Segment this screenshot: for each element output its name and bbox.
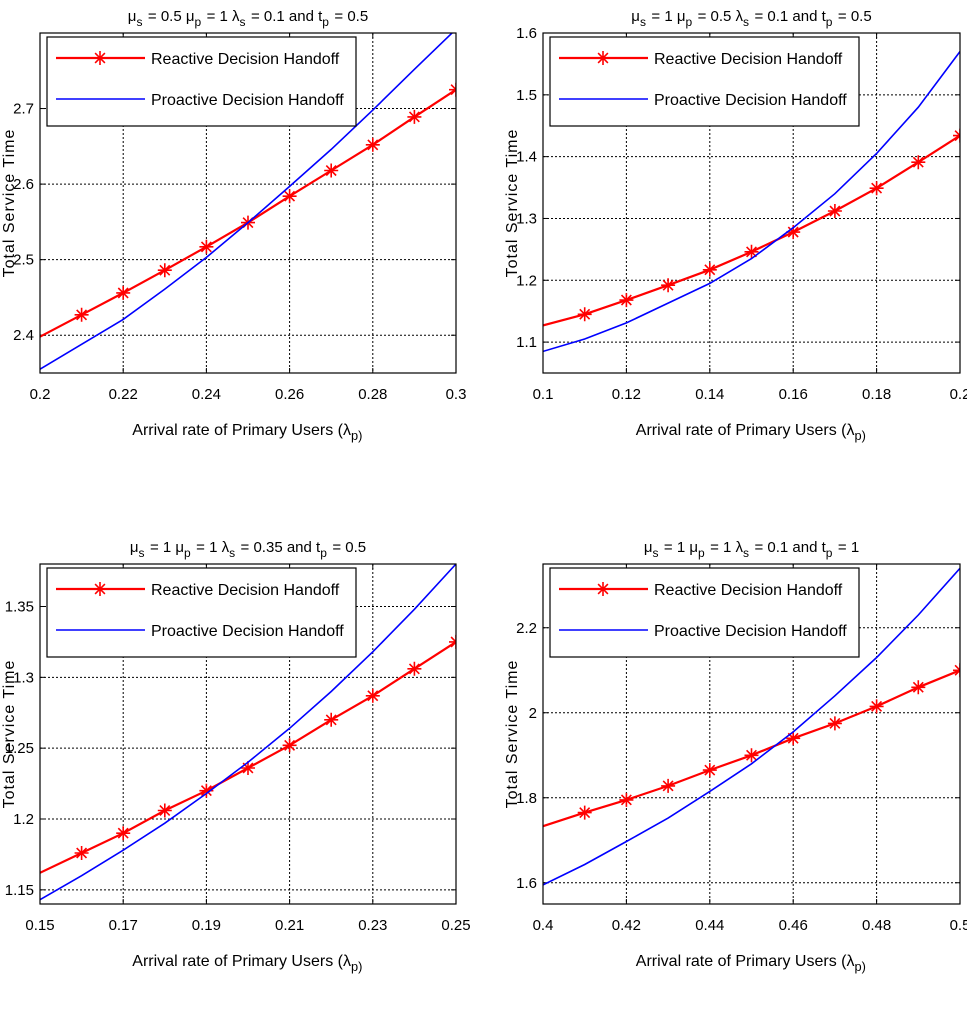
y-tick-label: 1.6 — [516, 25, 537, 42]
x-tick-label: 0.18 — [862, 386, 891, 403]
legend-label: Proactive Decision Handoff — [654, 92, 847, 109]
x-tick-label: 0.42 — [612, 917, 641, 934]
x-axis-label: Arrival rate of Primary Users (λp) — [636, 953, 867, 974]
legend-label: Proactive Decision Handoff — [151, 92, 344, 109]
reactive-marker — [199, 240, 213, 254]
x-tick-label: 0.14 — [695, 386, 724, 403]
legend-reactive-marker — [596, 51, 610, 65]
reactive-marker — [324, 164, 338, 178]
x-tick-label: 0.28 — [358, 386, 387, 403]
x-tick-label: 0.12 — [612, 386, 641, 403]
legend: Reactive Decision Handoff Proactive Decis… — [550, 568, 859, 657]
legend: Reactive Decision Handoff Proactive Decis… — [47, 568, 356, 657]
y-tick-label: 1.15 — [5, 882, 34, 899]
y-tick-label: 1.6 — [516, 875, 537, 892]
y-axis-label: Total Service Time — [504, 129, 521, 278]
y-tick-label: 1.1 — [516, 334, 537, 351]
y-tick-label: 2.7 — [13, 101, 34, 118]
legend-label: Proactive Decision Handoff — [654, 623, 847, 640]
x-tick-label: 0.23 — [358, 917, 387, 934]
reactive-marker — [158, 804, 172, 818]
x-tick-label: 0.16 — [779, 386, 808, 403]
y-axis-label: Total Service Time — [1, 129, 18, 278]
y-axis-label: Total Service Time — [1, 660, 18, 809]
x-axis-label: Arrival rate of Primary Users (λp) — [132, 953, 363, 974]
chart-title: μs = 1 μp = 1 λs = 0.35 and tp = 0.5 — [130, 539, 366, 560]
x-axis-label: Arrival rate of Primary Users (λp) — [132, 422, 363, 443]
reactive-marker — [158, 263, 172, 277]
legend-reactive-marker — [596, 582, 610, 596]
subplot-1: 0.2 0.22 0.24 0.26 0.28 0.3 2.4 2.5 2.6 2.7 Reacti… — [1, 8, 466, 443]
y-tick-label: 2.2 — [516, 620, 537, 637]
reactive-marker — [407, 110, 421, 124]
y-tick-label: 2 — [529, 705, 537, 722]
reactive-marker — [75, 308, 89, 322]
legend-reactive-marker — [93, 51, 107, 65]
legend-reactive-marker — [93, 582, 107, 596]
legend: Reactive Decision Handoff Proactive Decis… — [550, 37, 859, 126]
x-tick-label: 0.17 — [109, 917, 138, 934]
chart-title: μs = 0.5 μp = 1 λs = 0.1 and tp = 0.5 — [128, 8, 368, 29]
subplot-3: 0.15 0.17 0.19 0.21 0.23 0.25 1.15 1.2 1.25 1.3 1.… — [1, 539, 471, 974]
reactive-marker — [75, 846, 89, 860]
legend-label: Proactive Decision Handoff — [151, 623, 344, 640]
subplot-2: 0.1 0.12 0.14 0.16 0.18 0.2 1.1 1.2 1.3 1.4 1.5 1.6… — [504, 8, 967, 443]
reactive-marker — [745, 245, 759, 259]
y-tick-label: 1.2 — [13, 811, 34, 828]
legend-label: Reactive Decision Handoff — [654, 582, 843, 599]
y-tick-label: 1.5 — [516, 87, 537, 104]
x-tick-label: 0.24 — [192, 386, 221, 403]
x-tick-label: 0.5 — [950, 917, 967, 934]
subplot-4: 0.4 0.42 0.44 0.46 0.48 0.5 1.6 1.8 2 2.2 Reactive… — [504, 539, 967, 974]
x-tick-label: 0.2 — [30, 386, 51, 403]
x-tick-label: 0.19 — [192, 917, 221, 934]
x-tick-label: 0.21 — [275, 917, 304, 934]
x-axis-label: Arrival rate of Primary Users (λp) — [636, 422, 867, 443]
x-tick-label: 0.4 — [533, 917, 554, 934]
legend-label: Reactive Decision Handoff — [151, 582, 340, 599]
x-tick-label: 0.44 — [695, 917, 724, 934]
legend-label: Reactive Decision Handoff — [151, 51, 340, 68]
x-tick-label: 0.15 — [25, 917, 54, 934]
x-tick-label: 0.46 — [779, 917, 808, 934]
chart-title: μs = 1 μp = 0.5 λs = 0.1 and tp = 0.5 — [631, 8, 871, 29]
reactive-marker — [366, 138, 380, 152]
legend-label: Reactive Decision Handoff — [654, 51, 843, 68]
legend: Reactive Decision Handoff Proactive Decis… — [47, 37, 356, 126]
x-tick-label: 0.3 — [446, 386, 467, 403]
y-tick-label: 2.4 — [13, 327, 34, 344]
x-tick-label: 0.48 — [862, 917, 891, 934]
chart-title: μs = 1 μp = 1 λs = 0.1 and tp = 1 — [644, 539, 859, 560]
reactive-marker — [366, 689, 380, 703]
x-tick-label: 0.25 — [441, 917, 470, 934]
y-tick-label: 1.35 — [5, 599, 34, 616]
y-axis-label: Total Service Time — [504, 660, 521, 809]
x-tick-label: 0.22 — [109, 386, 138, 403]
x-tick-label: 0.1 — [533, 386, 554, 403]
x-tick-label: 0.2 — [950, 386, 967, 403]
x-tick-label: 0.26 — [275, 386, 304, 403]
